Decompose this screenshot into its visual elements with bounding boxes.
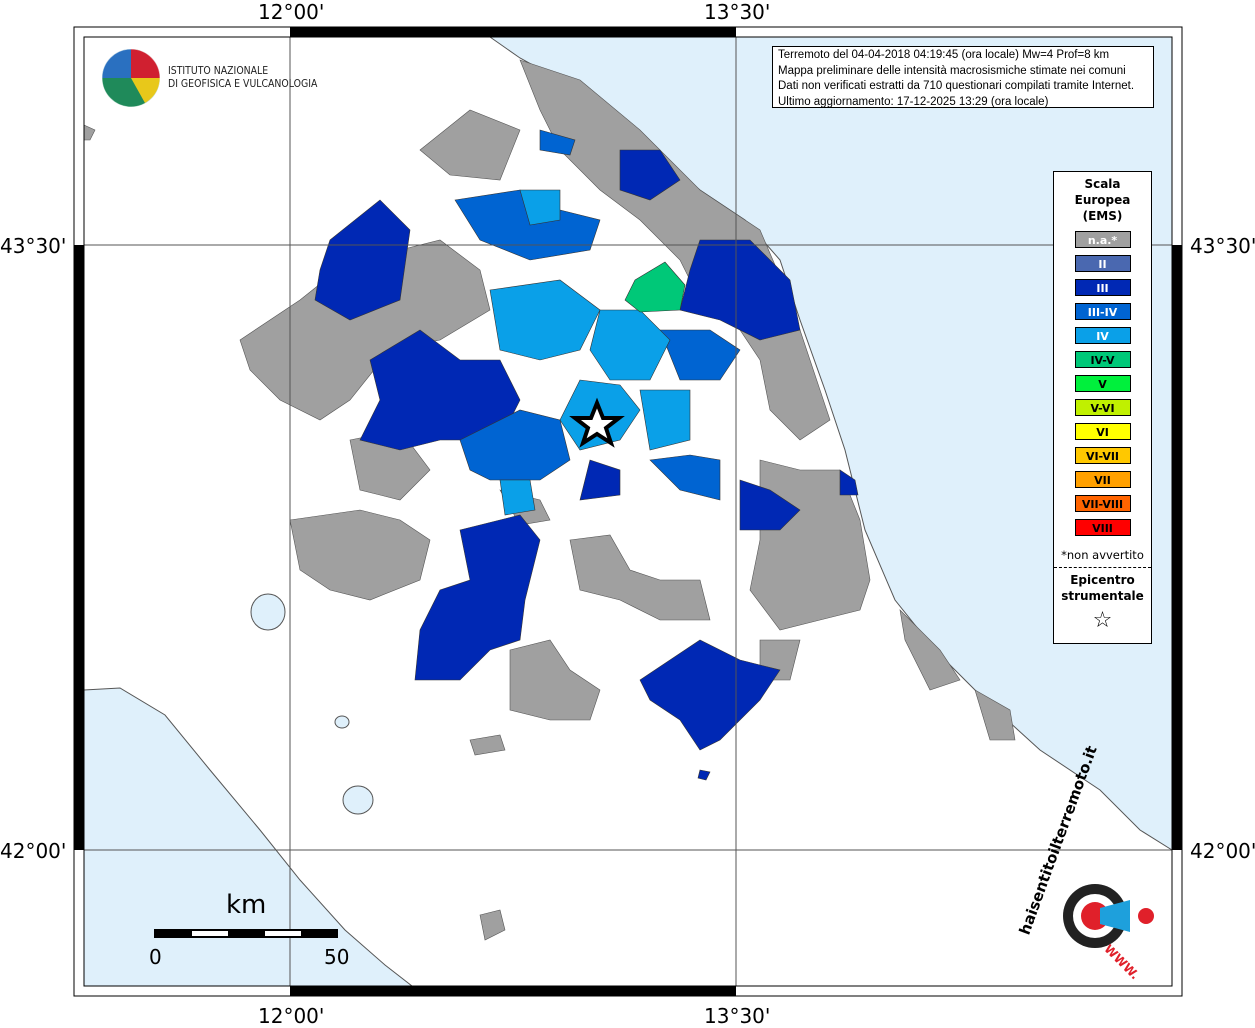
legend-divider (1054, 567, 1151, 568)
intensity-IV-V-area (624, 261, 686, 313)
epicenter-star-icon (569, 397, 625, 448)
epicenter-label: strumentale (1061, 589, 1144, 603)
legend-swatch-iii: III (1074, 279, 1131, 296)
ingv-line: DI GEOFISICA E VULCANOLOGIA (168, 77, 318, 90)
legend-swatch-vii-viii: VII-VIII (1074, 495, 1131, 512)
info-line: Ultimo aggiornamento: 17-12-2025 13:29 (… (778, 95, 1049, 108)
scale-bar (154, 929, 338, 938)
scale-max: 50 (324, 945, 350, 969)
legend-swatch-v-vi: V-VI (1074, 399, 1131, 416)
legend-swatch-iv-v: IV-V (1074, 351, 1131, 368)
hsit-logo (1063, 884, 1154, 948)
legend-swatch-iii-iv: III-IV (1074, 303, 1131, 320)
legend-swatch-vii: VII (1074, 471, 1131, 488)
lon-label-top-12: 12°00' (258, 0, 325, 24)
info-line: Terremoto del 04-04-2018 04:19:45 (ora l… (778, 49, 1110, 61)
legend-swatches: n.a.* II III III-IV IV IV-V V V-VI VI VI-VII VII VI… (1054, 231, 1151, 536)
lake (334, 715, 350, 729)
ingv-logo (101, 48, 161, 108)
lon-label-top-13-30: 13°30' (704, 0, 771, 24)
legend-note: *non avvertito (1061, 548, 1144, 562)
legend-swatch-ii: II (1074, 255, 1131, 272)
legend-swatch-v: V (1074, 375, 1131, 392)
lat-label-left-43-30: 43°30' (0, 234, 67, 258)
lon-label-bottom-12: 12°00' (258, 1004, 325, 1028)
legend-title: (EMS) (1082, 209, 1123, 223)
legend-title: Europea (1074, 193, 1131, 207)
legend-swatch-viii: VIII (1074, 519, 1131, 536)
ingv-logo-text: ISTITUTO NAZIONALE DI GEOFISICA E VULCAN… (168, 64, 317, 90)
scale-min: 0 (149, 945, 162, 969)
legend-title: Scala (1084, 177, 1121, 191)
lat-label-right-43-30: 43°30' (1190, 234, 1255, 258)
legend-swatch-vi: VI (1074, 423, 1131, 440)
epicenter-label: Epicentro (1070, 573, 1135, 587)
intensity-III-IV-areas (454, 129, 741, 501)
map-frame (73, 26, 1183, 997)
info-line: Mappa preliminare delle intensità macros… (778, 64, 1126, 77)
lat-label-left-42: 42°00' (0, 839, 67, 863)
lake-bolsena (250, 593, 286, 631)
na-areas (83, 59, 1016, 941)
ems-legend: Scala Europea (EMS) n.a.* II III III-IV IV IV… (1053, 171, 1152, 644)
event-info-box: Terremoto del 04-04-2018 04:19:45 (ora l… (772, 46, 1154, 108)
epicenter-star-legend-icon: ☆ (1092, 608, 1113, 633)
hsit-logo-text: haisentitoilterremoto.it WWW. (1016, 743, 1160, 985)
lat-label-right-42: 42°00' (1190, 839, 1255, 863)
lake (342, 785, 374, 815)
graticule (84, 37, 1172, 986)
legend-swatch-n-a-: n.a.* (1074, 231, 1131, 248)
legend-swatch-vi-vii: VI-VII (1074, 447, 1131, 464)
scale-unit: km (226, 890, 267, 920)
legend-swatch-iv: IV (1074, 327, 1131, 344)
lon-label-bottom-13-30: 13°30' (704, 1004, 771, 1028)
hsit-www: WWW. (1101, 941, 1142, 983)
intensity-III-areas (314, 149, 859, 781)
info-line: Dati non verificati estratti da 710 ques… (778, 80, 1135, 92)
ingv-line: ISTITUTO NAZIONALE (168, 64, 269, 77)
